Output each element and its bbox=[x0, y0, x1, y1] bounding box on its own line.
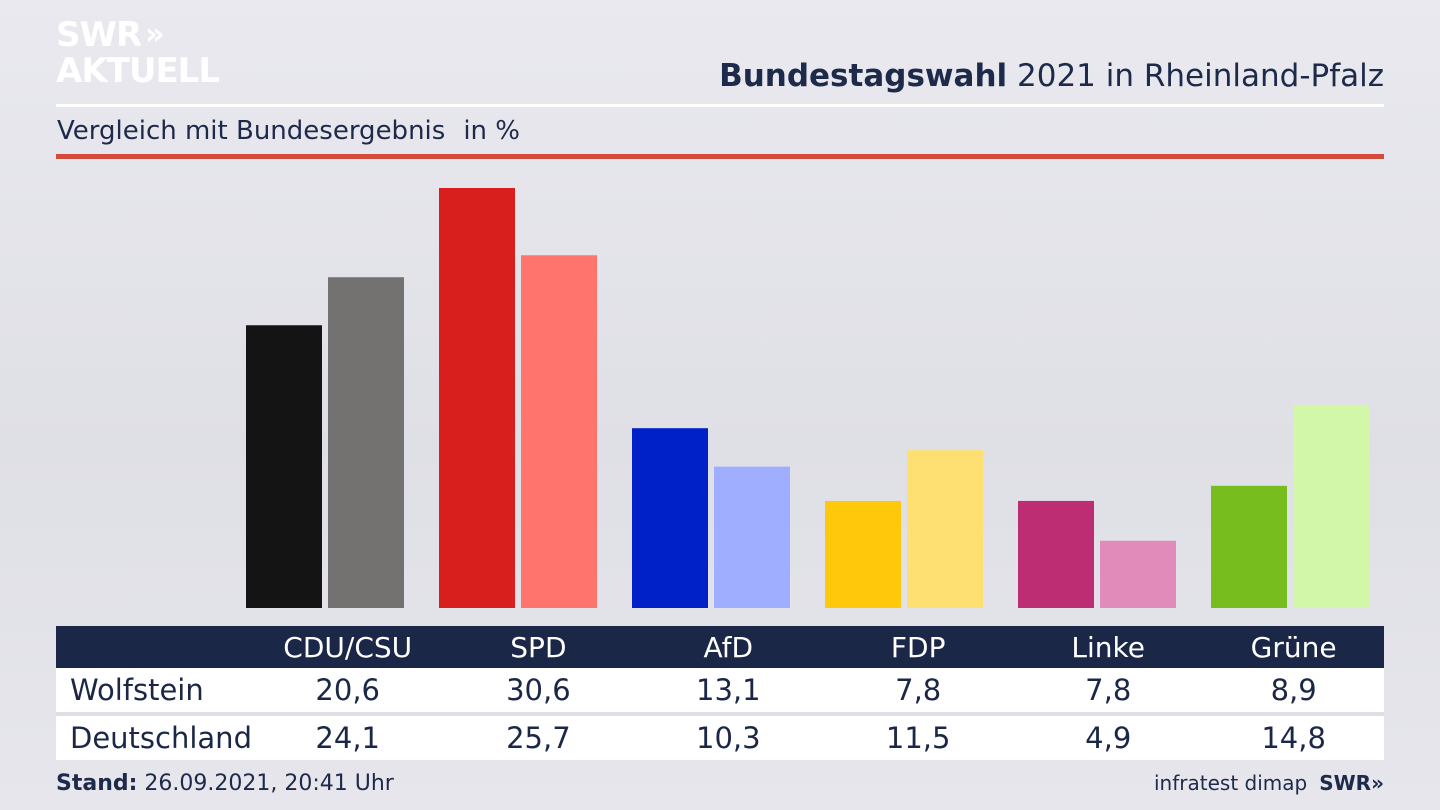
row-label: Wolfstein bbox=[56, 668, 252, 712]
row-separator bbox=[56, 712, 1384, 716]
table-cell: 7,8 bbox=[823, 668, 1014, 712]
party-header: Linke bbox=[1013, 626, 1204, 668]
party-header: CDU/CSU bbox=[251, 626, 444, 668]
logo-line2: AKTUELL bbox=[56, 51, 220, 91]
swr-aktuell-logo: SWR» AKTUELL bbox=[56, 15, 220, 91]
bar-gr-ne-deutschland bbox=[1293, 404, 1369, 608]
table-cell: 25,7 bbox=[443, 716, 634, 760]
row-separator-cell bbox=[56, 712, 1384, 716]
bar-gr-ne-wolfstein bbox=[1211, 485, 1287, 608]
bar-fdp-wolfstein bbox=[825, 500, 901, 608]
bar-afd-wolfstein bbox=[632, 428, 708, 608]
timestamp-label: Stand: bbox=[56, 771, 138, 796]
subtitle-text: Vergleich mit Bundesergebnis bbox=[57, 116, 446, 146]
bar-afd-deutschland bbox=[714, 466, 790, 608]
subtitle: Vergleich mit Bundesergebnis in % bbox=[57, 116, 520, 146]
subtitle-unit: in % bbox=[463, 116, 520, 146]
results-table: CDU/CSU SPD AfD FDP Linke Grüne Wolfstei… bbox=[56, 626, 1384, 760]
table-cell: 10,3 bbox=[633, 716, 824, 760]
party-header: Grüne bbox=[1203, 626, 1384, 668]
bar-cdu-csu-deutschland bbox=[328, 277, 404, 608]
logo-line1: SWR bbox=[56, 15, 142, 55]
table-cell: 4,9 bbox=[1013, 716, 1204, 760]
table-header-empty bbox=[56, 626, 252, 668]
source-credit: infratest dimap SWR» bbox=[1154, 771, 1384, 795]
table-cell: 8,9 bbox=[1203, 668, 1384, 712]
bar-linke-wolfstein bbox=[1018, 500, 1094, 608]
row-label: Deutschland bbox=[56, 716, 252, 760]
timestamp: Stand: 26.09.2021, 20:41 Uhr bbox=[56, 771, 394, 796]
table-cell: 20,6 bbox=[251, 668, 444, 712]
party-header: AfD bbox=[633, 626, 824, 668]
source-text: infratest dimap bbox=[1154, 771, 1308, 795]
table-cell: 7,8 bbox=[1013, 668, 1204, 712]
party-header: SPD bbox=[443, 626, 634, 668]
bar-spd-deutschland bbox=[521, 255, 597, 608]
bar-chart bbox=[246, 188, 1369, 608]
timestamp-value: 26.09.2021, 20:41 Uhr bbox=[137, 771, 394, 796]
title-bold: Bundestagswahl bbox=[719, 58, 1008, 94]
page-title: Bundestagswahl 2021 in Rheinland-Pfalz bbox=[719, 58, 1384, 94]
table-cell: 30,6 bbox=[443, 668, 634, 712]
party-header: FDP bbox=[823, 626, 1014, 668]
bar-linke-deutschland bbox=[1100, 540, 1176, 608]
table-cell: 24,1 bbox=[251, 716, 444, 760]
title-rest: 2021 in Rheinland-Pfalz bbox=[1007, 58, 1384, 94]
bar-spd-wolfstein bbox=[439, 188, 515, 608]
table-row: Deutschland 24,1 25,7 10,3 11,5 4,9 14,8 bbox=[56, 716, 1384, 760]
table-cell: 13,1 bbox=[633, 668, 824, 712]
bar-fdp-deutschland bbox=[907, 450, 983, 608]
table-cell: 14,8 bbox=[1203, 716, 1384, 760]
table-cell: 11,5 bbox=[823, 716, 1014, 760]
logo-arrows-icon: » bbox=[145, 17, 165, 52]
table-header-row: CDU/CSU SPD AfD FDP Linke Grüne bbox=[56, 626, 1384, 668]
bar-cdu-csu-wolfstein bbox=[246, 325, 322, 608]
subtitle-divider bbox=[56, 154, 1384, 159]
swr-logo-small: SWR» bbox=[1319, 771, 1384, 795]
header-divider bbox=[56, 104, 1384, 107]
table-row: Wolfstein 20,6 30,6 13,1 7,8 7,8 8,9 bbox=[56, 668, 1384, 712]
